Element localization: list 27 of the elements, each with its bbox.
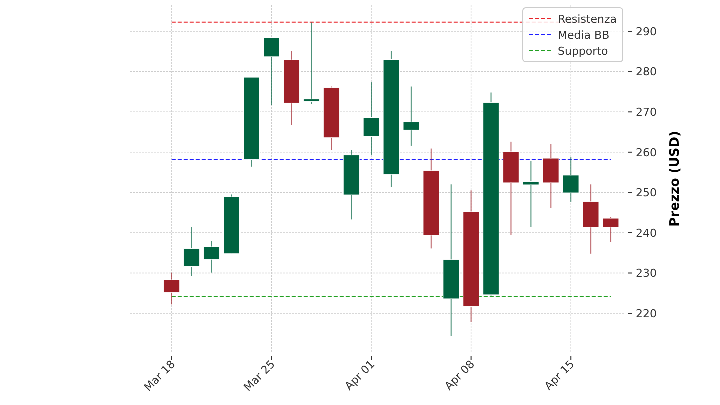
candlestick — [602, 216, 620, 243]
legend-label: Media BB — [558, 28, 610, 42]
ref-line-label: Resistenza — [558, 12, 618, 26]
candlestick — [363, 82, 380, 156]
candlestick — [184, 226, 200, 277]
y-tick-label: 220 — [636, 307, 657, 320]
candlestick — [263, 38, 280, 106]
candlestick — [522, 160, 540, 228]
x-tick-label: Apr 15 — [542, 358, 578, 393]
y-tick-label: 230 — [636, 267, 657, 280]
legend-label: Supporto — [558, 44, 608, 58]
x-tick-label: Apr 08 — [442, 358, 478, 393]
x-tick-label: Mar 25 — [242, 358, 278, 394]
y-tick-label: 260 — [636, 146, 657, 160]
y-tick-label: 240 — [636, 226, 657, 240]
y-tick-label: 250 — [636, 186, 657, 200]
candlestick — [164, 272, 180, 306]
candlestick — [403, 86, 420, 146]
candlestick — [303, 22, 320, 105]
candlestick — [562, 156, 580, 202]
x-tick-label: Mar 18 — [142, 358, 178, 394]
candlestick — [204, 240, 220, 274]
y-tick-label: 270 — [636, 106, 657, 119]
y-axis-title: Prezzo (USD) — [668, 131, 683, 227]
y-tick-label: 290 — [636, 25, 657, 38]
y-tick-label: 280 — [636, 66, 657, 79]
x-tick-label: Apr 01 — [342, 358, 378, 393]
